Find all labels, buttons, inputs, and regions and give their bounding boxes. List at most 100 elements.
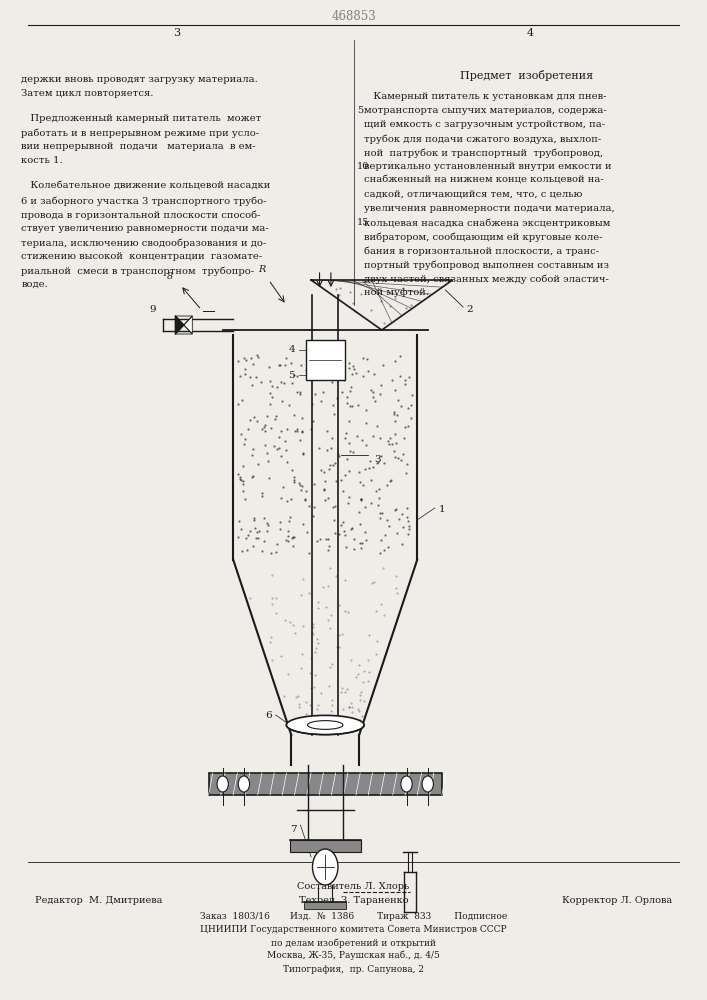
Point (276, 490, 287, 506)
Point (358, 368, 369, 384)
Point (382, 539, 393, 555)
Point (375, 505, 386, 521)
Point (299, 491, 310, 507)
Point (291, 368, 302, 384)
Text: 9: 9 (149, 305, 156, 314)
Point (282, 523, 293, 539)
Point (341, 389, 353, 405)
Point (237, 543, 248, 559)
Circle shape (401, 776, 412, 792)
Point (344, 383, 355, 399)
Point (232, 396, 243, 412)
Point (288, 407, 300, 423)
Point (307, 348, 318, 364)
Point (336, 384, 347, 400)
Point (259, 417, 271, 433)
Text: Типография,  пр. Сапунова, 2: Типография, пр. Сапунова, 2 (283, 965, 424, 974)
Point (271, 536, 283, 552)
Point (395, 452, 407, 468)
Point (395, 348, 406, 364)
Point (288, 538, 299, 554)
Point (385, 430, 396, 446)
Point (377, 505, 388, 521)
Point (293, 475, 304, 491)
Point (256, 543, 267, 559)
Point (384, 518, 395, 534)
Text: 8: 8 (167, 272, 173, 281)
Point (247, 469, 258, 485)
Point (323, 531, 334, 547)
Text: 4: 4 (288, 346, 296, 355)
Point (274, 514, 286, 530)
Point (372, 455, 383, 471)
Text: щий емкость с загрузочным устройством, па-: щий емкость с загрузочным устройством, п… (364, 120, 605, 129)
Point (329, 455, 341, 471)
Point (326, 374, 337, 390)
Polygon shape (175, 316, 184, 334)
Point (254, 523, 265, 539)
Point (247, 538, 259, 554)
Point (279, 433, 291, 449)
Point (245, 369, 256, 385)
Point (362, 363, 373, 379)
Point (390, 501, 402, 517)
Text: 6: 6 (266, 710, 272, 719)
Point (403, 518, 414, 534)
Point (374, 386, 385, 402)
Point (239, 366, 250, 382)
Text: 6 и заборного участка 3 транспортного трубо-: 6 и заборного участка 3 транспортного тр… (21, 196, 267, 206)
Text: Затем цикл повторяется.: Затем цикл повторяется. (21, 89, 153, 98)
Point (295, 386, 306, 402)
Point (357, 477, 368, 493)
Point (296, 357, 307, 373)
Text: провода в горизонтальной плоскости способ-: провода в горизонтальной плоскости спосо… (21, 210, 261, 220)
Point (291, 421, 302, 437)
Point (308, 508, 319, 524)
Point (363, 460, 375, 476)
Point (337, 483, 348, 499)
Point (359, 524, 370, 540)
Point (399, 372, 410, 388)
Text: Техред  З. Тараненко: Техред З. Тараненко (298, 896, 409, 905)
Point (281, 454, 293, 470)
Point (329, 525, 341, 541)
Polygon shape (184, 316, 192, 334)
Point (389, 502, 400, 518)
Text: Москва, Ж-35, Раушская наб., д. 4/5: Москва, Ж-35, Раушская наб., д. 4/5 (267, 950, 440, 960)
Point (294, 384, 305, 400)
Point (320, 351, 332, 367)
Text: вертикально установленный внутри емкости и: вертикально установленный внутри емкости… (364, 162, 612, 171)
Point (237, 392, 248, 408)
Point (354, 516, 366, 532)
Text: Предложенный камерный питатель  может: Предложенный камерный питатель может (21, 114, 262, 123)
Point (243, 421, 254, 437)
Point (337, 359, 349, 375)
Point (365, 453, 376, 469)
Text: держки вновь проводят загрузку материала.: держки вновь проводят загрузку материала… (21, 75, 258, 84)
Point (324, 369, 335, 385)
Point (345, 379, 356, 395)
Point (264, 385, 276, 401)
Text: трубок для подачи сжатого воздуха, выхлоп-: трубок для подачи сжатого воздуха, выхло… (364, 134, 602, 143)
Point (344, 435, 355, 451)
Point (262, 453, 274, 469)
Point (370, 483, 381, 499)
Point (399, 419, 411, 435)
Point (354, 474, 366, 490)
Point (295, 477, 306, 493)
Text: 5: 5 (288, 370, 296, 379)
Point (390, 413, 401, 429)
Point (348, 358, 359, 374)
Point (344, 398, 355, 414)
Point (245, 412, 256, 428)
Text: Колебательное движение кольцевой насадки: Колебательное движение кольцевой насадки (21, 182, 271, 191)
Point (307, 413, 318, 429)
Text: Редактор  М. Дмитриева: Редактор М. Дмитриева (35, 896, 163, 905)
Point (259, 423, 271, 439)
Text: 3: 3 (375, 456, 381, 464)
Point (323, 461, 334, 477)
Point (406, 397, 417, 413)
Point (356, 492, 367, 508)
Point (354, 464, 365, 480)
Text: бания в горизонтальной плоскости, а транс-: бания в горизонтальной плоскости, а тран… (364, 246, 600, 255)
